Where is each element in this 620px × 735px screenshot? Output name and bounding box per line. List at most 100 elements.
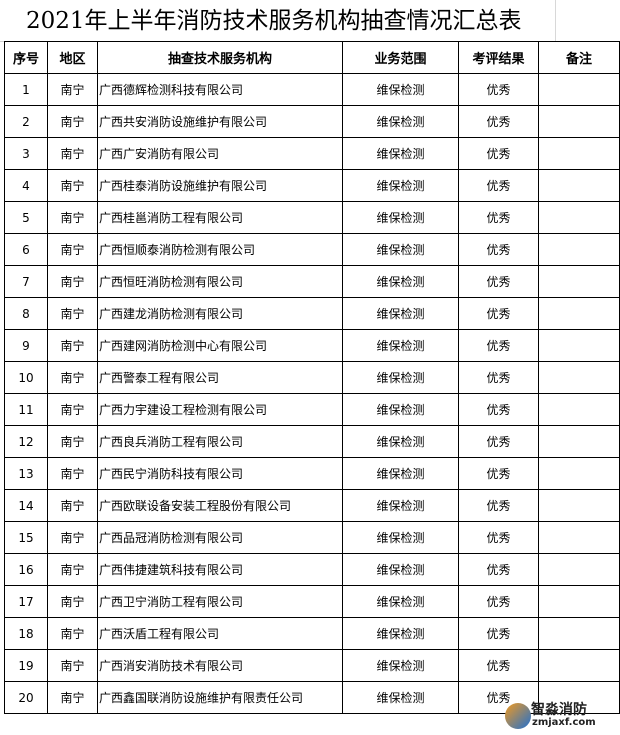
cell-no: 2: [4, 105, 48, 138]
table-row: 5 南宁 广西桂邕消防工程有限公司 维保检测 优秀: [4, 201, 620, 234]
table-row: 11 南宁 广西力宇建设工程检测有限公司 维保检测 优秀: [4, 393, 620, 426]
cell-no: 11: [4, 393, 48, 426]
cell-result: 优秀: [458, 489, 539, 522]
cell-scope: 维保检测: [342, 425, 459, 458]
cell-region: 南宁: [47, 73, 98, 106]
cell-result: 优秀: [458, 201, 539, 234]
cell-no: 8: [4, 297, 48, 330]
cell-result: 优秀: [458, 233, 539, 266]
cell-note: [538, 585, 620, 618]
cell-region: 南宁: [47, 649, 98, 682]
cell-org: 广西桂邕消防工程有限公司: [97, 201, 343, 234]
cell-note: [538, 489, 620, 522]
cell-no: 6: [4, 233, 48, 266]
cell-result: 优秀: [458, 585, 539, 618]
header-result: 考评结果: [458, 41, 539, 74]
table-row: 16 南宁 广西伟捷建筑科技有限公司 维保检测 优秀: [4, 553, 620, 586]
cell-no: 18: [4, 617, 48, 650]
cell-no: 12: [4, 425, 48, 458]
cell-scope: 维保检测: [342, 137, 459, 170]
cell-region: 南宁: [47, 489, 98, 522]
header-row: 序号 地区 抽查技术服务机构 业务范围 考评结果 备注: [4, 41, 620, 74]
cell-scope: 维保检测: [342, 265, 459, 298]
cell-region: 南宁: [47, 297, 98, 330]
grid-line: [555, 0, 556, 42]
cell-result: 优秀: [458, 169, 539, 202]
cell-no: 1: [4, 73, 48, 106]
cell-note: [538, 329, 620, 362]
cell-org: 广西伟捷建筑科技有限公司: [97, 553, 343, 586]
cell-scope: 维保检测: [342, 649, 459, 682]
table-row: 19 南宁 广西消安消防技术有限公司 维保检测 优秀: [4, 649, 620, 682]
watermark: 智淼消防 zmjaxf.com: [505, 697, 615, 733]
table-row: 8 南宁 广西建龙消防检测有限公司 维保检测 优秀: [4, 297, 620, 330]
cell-result: 优秀: [458, 457, 539, 490]
table-row: 12 南宁 广西良兵消防工程有限公司 维保检测 优秀: [4, 425, 620, 458]
cell-region: 南宁: [47, 265, 98, 298]
cell-org: 广西建龙消防检测有限公司: [97, 297, 343, 330]
cell-org: 广西恒顺泰消防检测有限公司: [97, 233, 343, 266]
cell-note: [538, 105, 620, 138]
table-row: 3 南宁 广西广安消防有限公司 维保检测 优秀: [4, 137, 620, 170]
cell-note: [538, 233, 620, 266]
cell-note: [538, 137, 620, 170]
cell-result: 优秀: [458, 297, 539, 330]
cell-region: 南宁: [47, 361, 98, 394]
table-row: 13 南宁 广西民宁消防科技有限公司 维保检测 优秀: [4, 457, 620, 490]
cell-org: 广西消安消防技术有限公司: [97, 649, 343, 682]
cell-result: 优秀: [458, 425, 539, 458]
cell-no: 9: [4, 329, 48, 362]
header-no: 序号: [4, 41, 48, 74]
cell-note: [538, 169, 620, 202]
cell-region: 南宁: [47, 233, 98, 266]
cell-scope: 维保检测: [342, 457, 459, 490]
watermark-logo-icon: [505, 703, 531, 729]
cell-note: [538, 617, 620, 650]
cell-note: [538, 521, 620, 554]
cell-note: [538, 553, 620, 586]
cell-no: 15: [4, 521, 48, 554]
cell-region: 南宁: [47, 137, 98, 170]
cell-no: 10: [4, 361, 48, 394]
cell-result: 优秀: [458, 521, 539, 554]
cell-org: 广西良兵消防工程有限公司: [97, 425, 343, 458]
cell-note: [538, 201, 620, 234]
table-row: 1 南宁 广西德辉检测科技有限公司 维保检测 优秀: [4, 73, 620, 106]
cell-scope: 维保检测: [342, 105, 459, 138]
cell-scope: 维保检测: [342, 169, 459, 202]
header-scope: 业务范围: [342, 41, 459, 74]
table-row: 15 南宁 广西品冠消防检测有限公司 维保检测 优秀: [4, 521, 620, 554]
cell-result: 优秀: [458, 265, 539, 298]
cell-region: 南宁: [47, 521, 98, 554]
cell-org: 广西鑫国联消防设施维护有限责任公司: [97, 681, 343, 714]
table-row: 17 南宁 广西卫宁消防工程有限公司 维保检测 优秀: [4, 585, 620, 618]
cell-org: 广西恒旺消防检测有限公司: [97, 265, 343, 298]
cell-scope: 维保检测: [342, 73, 459, 106]
cell-scope: 维保检测: [342, 585, 459, 618]
cell-scope: 维保检测: [342, 361, 459, 394]
cell-note: [538, 681, 620, 714]
cell-no: 16: [4, 553, 48, 586]
cell-note: [538, 393, 620, 426]
table-row: 14 南宁 广西欧联设备安装工程股份有限公司 维保检测 优秀: [4, 489, 620, 522]
cell-result: 优秀: [458, 137, 539, 170]
table-row: 20 南宁 广西鑫国联消防设施维护有限责任公司 维保检测 优秀: [4, 681, 620, 714]
cell-no: 19: [4, 649, 48, 682]
cell-note: [538, 425, 620, 458]
cell-scope: 维保检测: [342, 489, 459, 522]
header-note: 备注: [538, 41, 620, 74]
header-org: 抽查技术服务机构: [97, 41, 343, 74]
cell-org: 广西欧联设备安装工程股份有限公司: [97, 489, 343, 522]
cell-scope: 维保检测: [342, 681, 459, 714]
table-row: 4 南宁 广西桂泰消防设施维护有限公司 维保检测 优秀: [4, 169, 620, 202]
cell-org: 广西桂泰消防设施维护有限公司: [97, 169, 343, 202]
cell-no: 3: [4, 137, 48, 170]
cell-org: 广西共安消防设施维护有限公司: [97, 105, 343, 138]
cell-no: 13: [4, 457, 48, 490]
cell-region: 南宁: [47, 169, 98, 202]
table-row: 10 南宁 广西警泰工程有限公司 维保检测 优秀: [4, 361, 620, 394]
cell-org: 广西建网消防检测中心有限公司: [97, 329, 343, 362]
cell-region: 南宁: [47, 585, 98, 618]
cell-note: [538, 361, 620, 394]
cell-scope: 维保检测: [342, 201, 459, 234]
